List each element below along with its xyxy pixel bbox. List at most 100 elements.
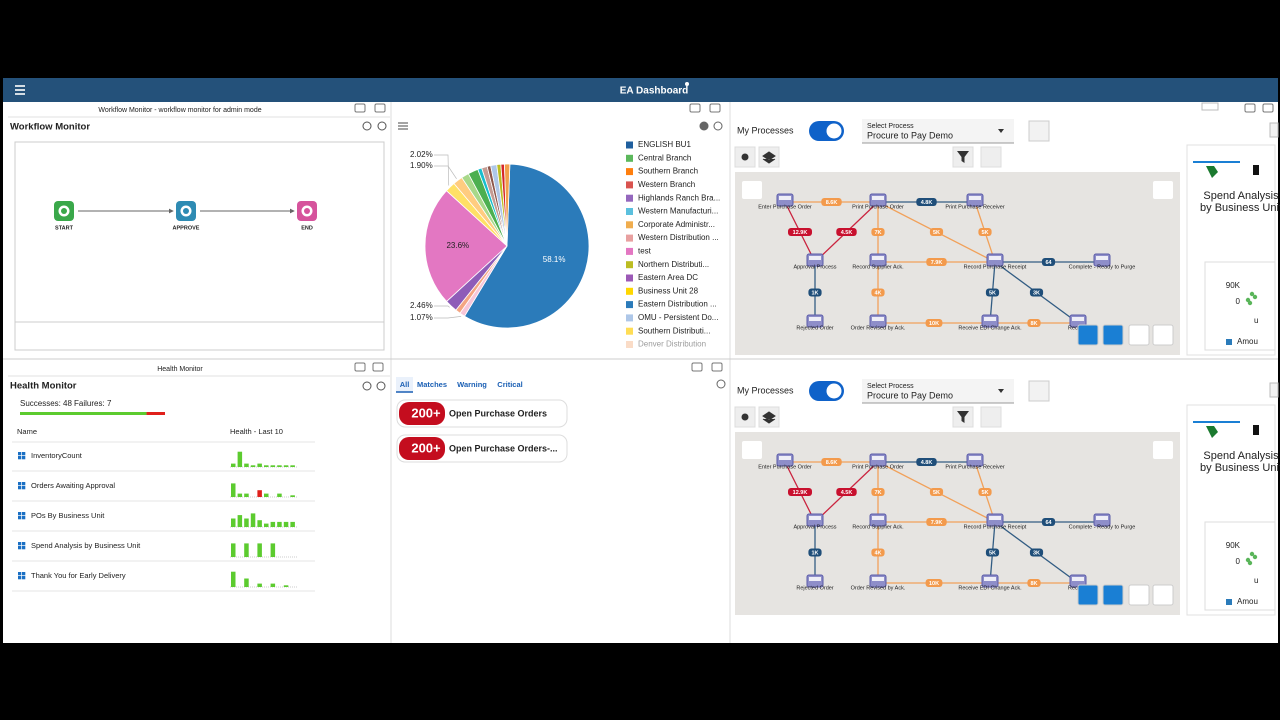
map-control[interactable] <box>1102 324 1124 346</box>
process-select[interactable] <box>862 119 1014 143</box>
edge-label: 64 <box>1045 520 1052 526</box>
map-control[interactable] <box>1128 584 1150 606</box>
legend-label: test <box>638 247 652 256</box>
health-bar <box>257 583 262 587</box>
map-settings[interactable] <box>742 181 762 199</box>
panel-icon[interactable] <box>1262 103 1274 113</box>
step-label: START <box>55 225 74 231</box>
row-icon <box>22 512 26 516</box>
node-badge <box>809 516 821 520</box>
node-label: Print Purchase Order <box>852 464 904 470</box>
menu-icon[interactable] <box>15 85 25 95</box>
health-bar <box>257 520 262 527</box>
health-bar <box>231 571 236 587</box>
leader-line <box>434 165 457 180</box>
info-icon[interactable] <box>699 121 709 131</box>
pie-slice <box>504 163 511 247</box>
tool-button[interactable] <box>980 146 1002 168</box>
panel-icon[interactable] <box>711 362 723 372</box>
row-icon <box>18 542 22 546</box>
panel-icon[interactable] <box>709 103 721 113</box>
tool-icon[interactable] <box>362 121 372 131</box>
health-bar <box>290 465 295 467</box>
node-label: Enter Purchase Order <box>758 464 812 470</box>
panel-icon[interactable] <box>372 362 384 372</box>
edge-pill <box>925 319 943 327</box>
side-tab[interactable] <box>1269 122 1279 138</box>
map-control[interactable] <box>1077 584 1099 606</box>
node-label: Approval Process <box>793 524 836 530</box>
node-badge <box>872 256 884 260</box>
health-bar <box>277 465 282 467</box>
tool-icon[interactable] <box>362 381 372 391</box>
map-control[interactable] <box>1102 584 1124 606</box>
health-bar <box>283 585 289 587</box>
node-label: Record Supplier Ack. <box>852 264 904 270</box>
legend-item: OMU - Persistent Do... <box>626 313 718 322</box>
edge-label: 3K <box>1033 290 1040 296</box>
row-icon <box>18 516 22 520</box>
node-label: Order Revised by Ack. <box>851 585 906 591</box>
node-badge <box>872 456 884 460</box>
save-button[interactable] <box>1028 120 1050 142</box>
tool-icon[interactable] <box>377 121 387 131</box>
node-label: Record Purchase Receipt <box>964 264 1027 270</box>
node-label: Rec <box>1068 325 1078 331</box>
collapse-icon[interactable] <box>1201 102 1219 111</box>
map-control[interactable] <box>1152 324 1174 346</box>
node-badge <box>779 196 791 200</box>
panel-icon[interactable] <box>1244 103 1256 113</box>
legend-swatch <box>626 327 633 335</box>
edge-pill <box>836 488 857 496</box>
alert-tab[interactable]: Matches <box>417 380 447 389</box>
alert-tab[interactable]: Critical <box>497 380 522 389</box>
legend-item: Business Unit 28 <box>626 286 699 295</box>
map-settings[interactable] <box>742 441 762 459</box>
health-bar <box>257 543 262 557</box>
legend-swatch <box>626 341 633 348</box>
side-tab[interactable] <box>1269 382 1279 398</box>
side-axis-label: 90K <box>1226 541 1241 550</box>
refresh-icon[interactable] <box>716 379 726 389</box>
alert-tab[interactable]: Warning <box>457 380 487 389</box>
row-icon <box>18 512 22 516</box>
successes-count: 48 <box>63 399 72 408</box>
save-button[interactable] <box>1028 380 1050 402</box>
edge-pill <box>871 288 885 297</box>
panel-icon[interactable] <box>374 103 386 113</box>
node-badge <box>872 577 884 581</box>
edge-label: 8K <box>1030 581 1037 587</box>
alert-count: 200+ <box>411 440 441 455</box>
node-badge <box>779 456 791 460</box>
tab-active[interactable] <box>396 377 413 392</box>
refresh-icon[interactable] <box>713 121 723 131</box>
row-name: Spend Analysis by Business Unit <box>31 541 141 550</box>
successes-label: Successes: <box>20 399 61 408</box>
health-bar <box>290 521 295 527</box>
side-point <box>1252 554 1258 560</box>
failures-label: Failures: <box>74 399 105 408</box>
map-control[interactable] <box>1077 324 1099 346</box>
edge-pill <box>985 288 1000 297</box>
process-select[interactable] <box>862 379 1014 403</box>
map-search[interactable] <box>1153 441 1173 459</box>
eye-icon <box>741 413 749 421</box>
edge-pill <box>978 488 992 496</box>
panel-icon[interactable] <box>354 362 366 372</box>
tool-icon[interactable] <box>376 381 386 391</box>
panel-icon[interactable] <box>689 103 701 113</box>
legend-label: Central Branch <box>638 153 691 162</box>
alert-tab[interactable]: All <box>400 380 410 389</box>
panel-icon[interactable] <box>691 362 703 372</box>
map-control[interactable] <box>1128 324 1150 346</box>
panel-icon[interactable] <box>354 103 366 113</box>
alert-count: 200+ <box>411 405 441 420</box>
column-header: Name <box>17 427 37 436</box>
health-bar <box>277 493 282 497</box>
tool-button[interactable] <box>980 406 1002 428</box>
map-search[interactable] <box>1153 181 1173 199</box>
edge-label: 7.9K <box>931 520 943 526</box>
health-bar <box>244 493 249 497</box>
legend-item: Central Branch <box>626 153 691 162</box>
map-control[interactable] <box>1152 584 1174 606</box>
